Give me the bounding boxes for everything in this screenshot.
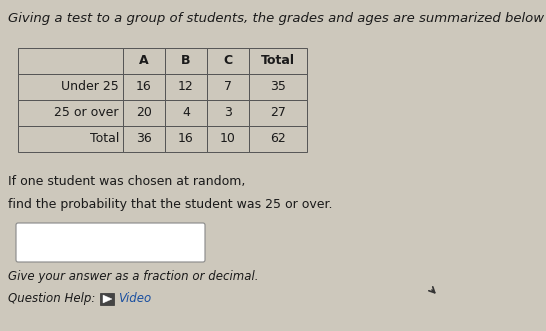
Text: Under 25: Under 25 [61, 80, 119, 93]
Bar [207, 48, 249, 74]
Text: Video: Video [118, 292, 151, 305]
Bar [165, 126, 207, 152]
Text: 16: 16 [136, 80, 152, 93]
Bar [207, 100, 249, 126]
Bar [165, 74, 207, 100]
Text: find the probability that the student was 25 or over.: find the probability that the student wa… [8, 198, 333, 211]
Text: If one student was chosen at random,: If one student was chosen at random, [8, 175, 245, 188]
FancyBboxPatch shape [16, 223, 205, 262]
Bar [249, 48, 307, 74]
Text: 10: 10 [220, 132, 236, 146]
Text: 25 or over: 25 or over [55, 107, 119, 119]
Bar [123, 126, 165, 152]
Text: 16: 16 [178, 132, 194, 146]
Text: 12: 12 [178, 80, 194, 93]
Bar [18, 100, 123, 126]
Text: 7: 7 [224, 80, 232, 93]
Bar [249, 126, 307, 152]
Bar [249, 100, 307, 126]
Bar [123, 100, 165, 126]
Text: Give your answer as a fraction or decimal.: Give your answer as a fraction or decima… [8, 270, 258, 283]
Bar [123, 48, 165, 74]
Bar [100, 293, 114, 305]
Text: 4: 4 [182, 107, 190, 119]
Bar [165, 48, 207, 74]
Bar [18, 126, 123, 152]
Bar [165, 100, 207, 126]
Text: Total: Total [90, 132, 119, 146]
Bar [18, 74, 123, 100]
Text: Question Help:: Question Help: [8, 292, 96, 305]
Text: C: C [223, 55, 233, 68]
Text: A: A [139, 55, 149, 68]
Text: Giving a test to a group of students, the grades and ages are summarized below: Giving a test to a group of students, th… [8, 12, 544, 25]
Bar [123, 74, 165, 100]
Bar [249, 74, 307, 100]
Polygon shape [103, 295, 112, 303]
Bar [18, 48, 123, 74]
Text: 36: 36 [136, 132, 152, 146]
Text: 3: 3 [224, 107, 232, 119]
Text: B: B [181, 55, 191, 68]
Text: 27: 27 [270, 107, 286, 119]
Text: 35: 35 [270, 80, 286, 93]
Text: 62: 62 [270, 132, 286, 146]
Bar [207, 126, 249, 152]
Text: 20: 20 [136, 107, 152, 119]
Bar [207, 74, 249, 100]
Text: Total: Total [261, 55, 295, 68]
